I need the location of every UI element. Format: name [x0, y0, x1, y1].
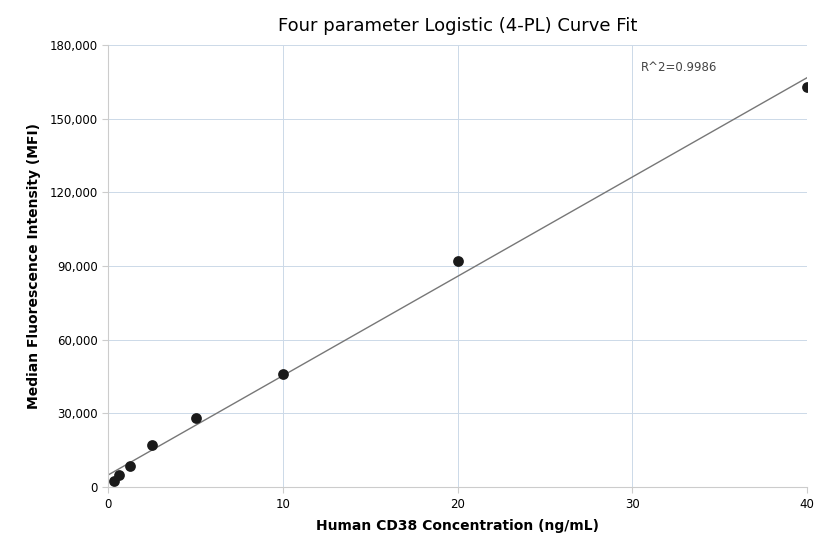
Point: [276, 370, 290, 379]
Point: [112, 471, 126, 480]
Point: [107, 477, 121, 486]
Title: Four parameter Logistic (4-PL) Curve Fit: Four parameter Logistic (4-PL) Curve Fit: [278, 17, 637, 35]
Point: [123, 462, 136, 471]
Point: [189, 414, 202, 423]
Point: [800, 82, 814, 91]
Y-axis label: Median Fluorescence Intensity (MFI): Median Fluorescence Intensity (MFI): [27, 123, 41, 409]
Text: R^2=0.9986: R^2=0.9986: [641, 61, 717, 74]
Point: [451, 256, 464, 265]
X-axis label: Human CD38 Concentration (ng/mL): Human CD38 Concentration (ng/mL): [316, 519, 599, 533]
Point: [146, 441, 159, 450]
